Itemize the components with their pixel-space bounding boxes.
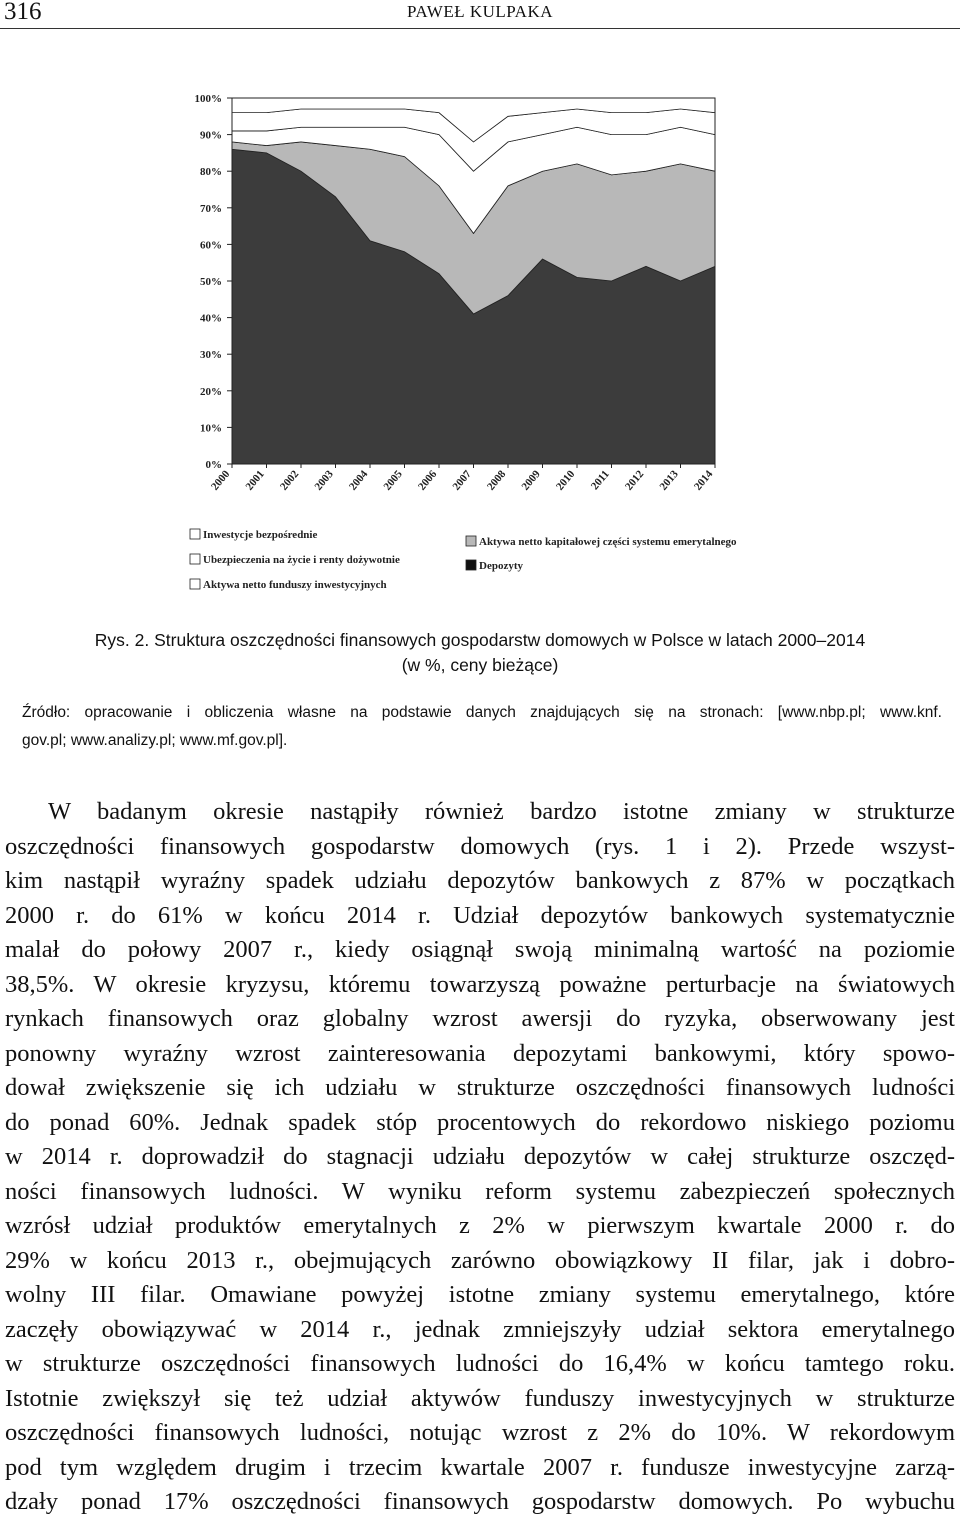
chart: 0% 10% 20% 30% 40% 50% 60% 70% 80% 90% 100% 2000 200… xyxy=(189,93,737,591)
x-tick-label: 2013 xyxy=(657,468,681,493)
y-tick-label: 30% xyxy=(200,349,222,361)
legend-label: Ubezpieczenia na życie i renty dożywotni… xyxy=(203,554,400,566)
x-tick-label: 2006 xyxy=(416,468,440,493)
x-tick-label: 2001 xyxy=(243,468,266,493)
source-line: Źródło: opracowanie i obliczenia własne … xyxy=(22,704,942,721)
caption-line: (w %, ceny bieżące) xyxy=(401,655,559,675)
body-line: oszczędności finansowych ludności, notuj… xyxy=(5,1419,955,1446)
legend-swatch xyxy=(465,535,477,547)
body-line: oszczędności finansowych gospodarstw dom… xyxy=(5,832,955,860)
body-line: rynkach finansowych oraz globalny wzrost… xyxy=(5,1005,955,1032)
y-tick-label: 20% xyxy=(200,386,222,398)
body-line: w strukturze oszczędności finansowych lu… xyxy=(5,1350,955,1377)
x-tick-label: 2014 xyxy=(692,468,716,493)
y-tick-label: 100% xyxy=(195,93,223,105)
body-line: do ponad 60%. Jednak spadek stóp procent… xyxy=(5,1108,955,1136)
body-line: kim nastąpił wyraźny spadek udziału depo… xyxy=(5,867,955,894)
body-line: ności finansowych ludności. W wyniku ref… xyxy=(5,1177,955,1205)
x-tick-label: 2009 xyxy=(519,468,543,493)
body-line: wzrósł udział produktów emerytalnych z 2… xyxy=(5,1212,955,1239)
body-line: w 2014 r. doprowadził do stagnacji udzia… xyxy=(5,1143,955,1170)
body-line: zaczęły obowiązywać w 2014 r., jednak zm… xyxy=(5,1315,955,1343)
legend-label: Depozyty xyxy=(479,560,523,572)
body-line: wolny III filar. Omawiane powyżej istotn… xyxy=(5,1281,955,1308)
x-tick-label: 2010 xyxy=(554,468,578,493)
figure-source: Źródło: opracowanie i obliczenia własne … xyxy=(22,699,942,755)
x-tick-label: 2000 xyxy=(209,468,233,493)
source-line: gov.pl; www.analizy.pl; www.mf.gov.pl]. xyxy=(22,732,288,749)
x-tick-label: 2008 xyxy=(485,468,509,493)
y-tick-label: 80% xyxy=(200,166,222,178)
y-tick-label: 40% xyxy=(200,313,222,325)
figure-caption: Rys. 2. Struktura oszczędności finansowy… xyxy=(0,628,960,678)
x-tick-label: 2007 xyxy=(450,468,474,493)
running-author: PAWEŁ KULPAKA xyxy=(406,2,554,21)
legend-label: Inwestycje bezpośrednie xyxy=(203,529,317,541)
legend-label: Aktywa netto kapitałowej części systemu … xyxy=(479,536,737,548)
body-line: ponowny wyraźny wzrost zainteresowania d… xyxy=(5,1039,955,1067)
body-line: Istotnie zwiększył się też udział aktywó… xyxy=(5,1384,955,1412)
body-line: malał do połowy 2007 r., kiedy osiągnął … xyxy=(5,936,955,963)
body-line: 2000 r. do 61% w końcu 2014 r. Udział de… xyxy=(5,901,955,929)
y-tick-label: 60% xyxy=(200,239,222,251)
legend-swatch xyxy=(189,553,201,565)
x-tick-label: 2004 xyxy=(347,468,371,493)
body-line: dzały ponad 17% oszczędności finansowych… xyxy=(5,1488,955,1515)
body-line: W badanym okresie nastąpiły również bard… xyxy=(48,798,955,825)
y-tick-label: 10% xyxy=(200,422,222,434)
legend-swatch xyxy=(189,578,201,590)
body-line: pod tym względem drugim i trzecim kwarta… xyxy=(5,1453,955,1481)
x-tick-label: 2012 xyxy=(623,468,647,493)
x-tick-label: 2005 xyxy=(381,468,405,493)
legend-swatch xyxy=(465,559,477,571)
legend-swatch xyxy=(189,528,201,540)
x-tick-label: 2011 xyxy=(589,468,612,492)
body-line: 38,5%. W okresie kryzysu, któremu towarz… xyxy=(5,970,955,998)
body-line: 29% w końcu 2013 r., obejmujących zarówn… xyxy=(5,1246,955,1274)
y-tick-label: 0% xyxy=(206,459,223,471)
y-tick-label: 50% xyxy=(200,276,222,288)
body-line: dował zwiększenie się ich udziału w stru… xyxy=(5,1074,955,1101)
body-text: W badanym okresie nastąpiły również bard… xyxy=(5,795,955,1520)
x-tick-label: 2002 xyxy=(278,468,302,493)
y-tick-label: 90% xyxy=(200,130,222,142)
x-tick-label: 2003 xyxy=(312,468,336,493)
page-number: 316 xyxy=(4,0,42,25)
caption-line: Rys. 2. Struktura oszczędności finansowy… xyxy=(94,630,866,650)
y-tick-label: 70% xyxy=(200,203,222,215)
legend-label: Aktywa netto funduszy inwestycyjnych xyxy=(203,579,387,591)
running-header: 316 PAWEŁ KULPAKA xyxy=(0,0,960,29)
